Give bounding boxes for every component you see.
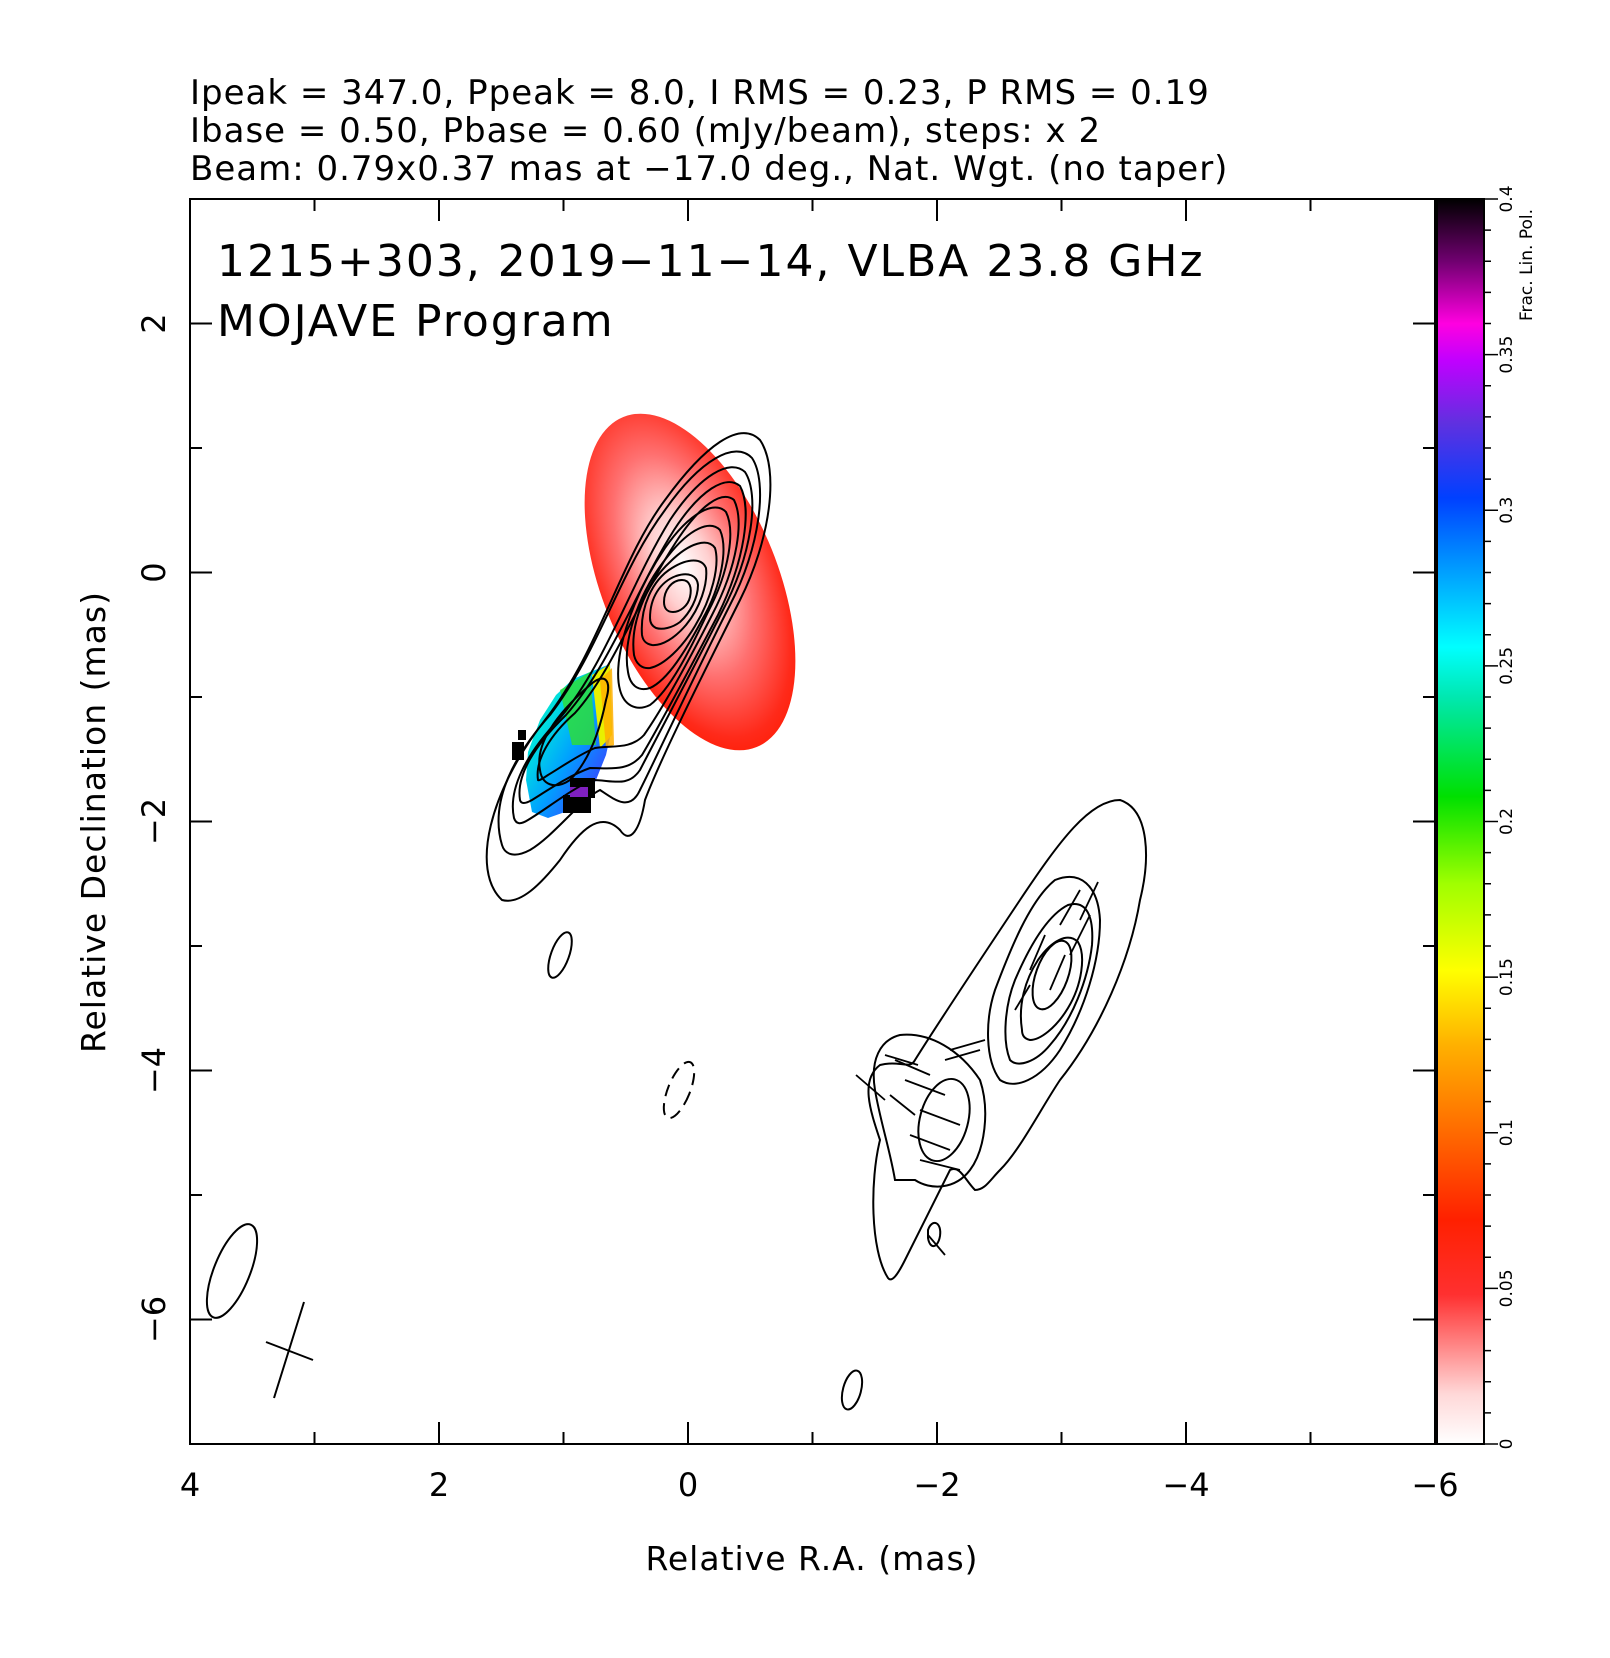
evpa-tick bbox=[1029, 934, 1046, 971]
colorbar-label: Frac. Lin. Pol. bbox=[1517, 209, 1537, 321]
y-tick-label: 0 bbox=[135, 562, 173, 582]
jet-contour-c1-core bbox=[1031, 939, 1073, 1011]
contour-level-9 bbox=[640, 559, 708, 647]
colorbar-tick-label: 0.1 bbox=[1497, 1119, 1517, 1146]
contour-inner-jet bbox=[538, 677, 610, 787]
colorbar-tick-label: 0.3 bbox=[1497, 497, 1517, 524]
x-axis-ticks bbox=[189, 199, 1436, 1444]
x-tick-label: −6 bbox=[1411, 1466, 1458, 1504]
x-tick-label: 2 bbox=[429, 1466, 449, 1504]
header-line-3: Beam: 0.79x0.37 mas at −17.0 deg., Nat. … bbox=[190, 149, 1228, 189]
y-tick-label: 2 bbox=[135, 313, 173, 333]
high-pol-pixel-2 bbox=[563, 795, 591, 813]
colorbar-tick-label: 0.4 bbox=[1497, 185, 1517, 212]
jet-contour-c2-outer bbox=[872, 1033, 987, 1188]
evpa-tick bbox=[919, 1159, 961, 1171]
colorbar-tick-label: 0.15 bbox=[1497, 958, 1517, 996]
colorbar-tick-label: 0.25 bbox=[1497, 647, 1517, 685]
colorbar-tick-label: 0.05 bbox=[1497, 1269, 1517, 1307]
contour-blob-1 bbox=[547, 931, 573, 979]
header-line-2: Ibase = 0.50, Pbase = 0.60 (mJy/beam), s… bbox=[190, 111, 1101, 151]
colorbar bbox=[1437, 199, 1484, 1444]
contour-level-8 bbox=[632, 541, 718, 670]
colorbar-tick-label: 0 bbox=[1497, 1439, 1517, 1450]
evpa-tick bbox=[949, 1039, 986, 1051]
y-tick-label: −6 bbox=[135, 1296, 173, 1343]
y-axis-ticks bbox=[190, 198, 1435, 1445]
jet-contour-c1-inner bbox=[1019, 936, 1084, 1042]
plot-title-line-1: 1215+303, 2019−11−14, VLBA 23.8 GHz bbox=[217, 236, 1205, 287]
y-tick-label: −2 bbox=[135, 798, 173, 845]
y-axis-label: Relative Declination (mas) bbox=[74, 591, 113, 1053]
high-pol-pixel-3 bbox=[570, 787, 588, 797]
x-tick-label: 0 bbox=[678, 1466, 698, 1504]
jet-contour-c2-inner bbox=[917, 1077, 971, 1163]
high-pol-pixel-5 bbox=[518, 730, 526, 740]
evpa-tick bbox=[944, 1049, 981, 1061]
colorbar-tick-label: 0.2 bbox=[1497, 808, 1517, 835]
x-axis-label: Relative R.A. (mas) bbox=[645, 1539, 978, 1578]
contour-level-6 bbox=[617, 506, 732, 709]
evpa-tick bbox=[1049, 954, 1066, 991]
header-line-1: Ipeak = 347.0, Ppeak = 8.0, I RMS = 0.23… bbox=[190, 73, 1210, 113]
contour-level-3 bbox=[511, 466, 754, 825]
evpa-tick bbox=[1014, 984, 1031, 1011]
colorbar-tick-label: 0.35 bbox=[1497, 336, 1517, 374]
contour-level-11 bbox=[662, 578, 692, 614]
contour-level-2 bbox=[497, 450, 762, 856]
jet-polarization-orange bbox=[600, 668, 614, 748]
colorbar-ticks bbox=[1484, 198, 1498, 1445]
evpa-tick bbox=[1059, 889, 1081, 926]
evpa-tick bbox=[855, 1074, 886, 1101]
evpa-tick bbox=[1069, 914, 1091, 956]
jet-contours bbox=[867, 798, 1147, 1281]
x-tick-label: 4 bbox=[180, 1466, 200, 1504]
x-axis-tick-labels: 4 2 0 −2 −4 −6 bbox=[180, 1466, 1459, 1504]
evpa-tick bbox=[909, 1134, 951, 1151]
plot-content bbox=[205, 413, 1147, 1411]
plot-frame bbox=[189, 198, 1436, 1445]
contour-level-1 bbox=[485, 432, 772, 902]
evpa-tick bbox=[1079, 881, 1099, 921]
evpa-vectors bbox=[855, 881, 1099, 1256]
evpa-tick bbox=[889, 1094, 916, 1116]
contour-level-7 bbox=[625, 525, 725, 691]
evpa-tick bbox=[894, 1059, 931, 1076]
contour-level-10 bbox=[648, 573, 700, 630]
jet-contour-outer bbox=[867, 798, 1147, 1281]
evpa-tick bbox=[919, 1109, 961, 1126]
contour-level-4 bbox=[518, 481, 747, 804]
y-axis-tick-labels: 2 0 −2 −4 −6 bbox=[135, 313, 173, 1343]
core-contours bbox=[485, 432, 772, 902]
contour-blob-3 bbox=[927, 1221, 942, 1247]
jet-contour-c1-outer bbox=[987, 875, 1102, 1085]
evpa-tick bbox=[927, 1234, 946, 1256]
beam-cross bbox=[265, 1301, 314, 1399]
jet-contour-c1-mid bbox=[1004, 903, 1094, 1065]
x-tick-label: −2 bbox=[913, 1466, 960, 1504]
y-tick-label: −4 bbox=[135, 1047, 173, 1094]
colorbar-tick-labels: 0 0.05 0.1 0.15 0.2 0.25 0.3 0.35 0.4 bbox=[1497, 185, 1517, 1449]
evpa-tick bbox=[904, 1079, 946, 1096]
beam-ellipse bbox=[205, 1223, 259, 1319]
evpa-tick bbox=[884, 1054, 919, 1066]
plot-title-line-2: MOJAVE Program bbox=[217, 296, 615, 347]
core-polarization-region bbox=[584, 413, 796, 751]
contour-blob-2 bbox=[840, 1369, 864, 1411]
x-tick-label: −4 bbox=[1162, 1466, 1209, 1504]
contour-negative-blob bbox=[662, 1060, 696, 1120]
